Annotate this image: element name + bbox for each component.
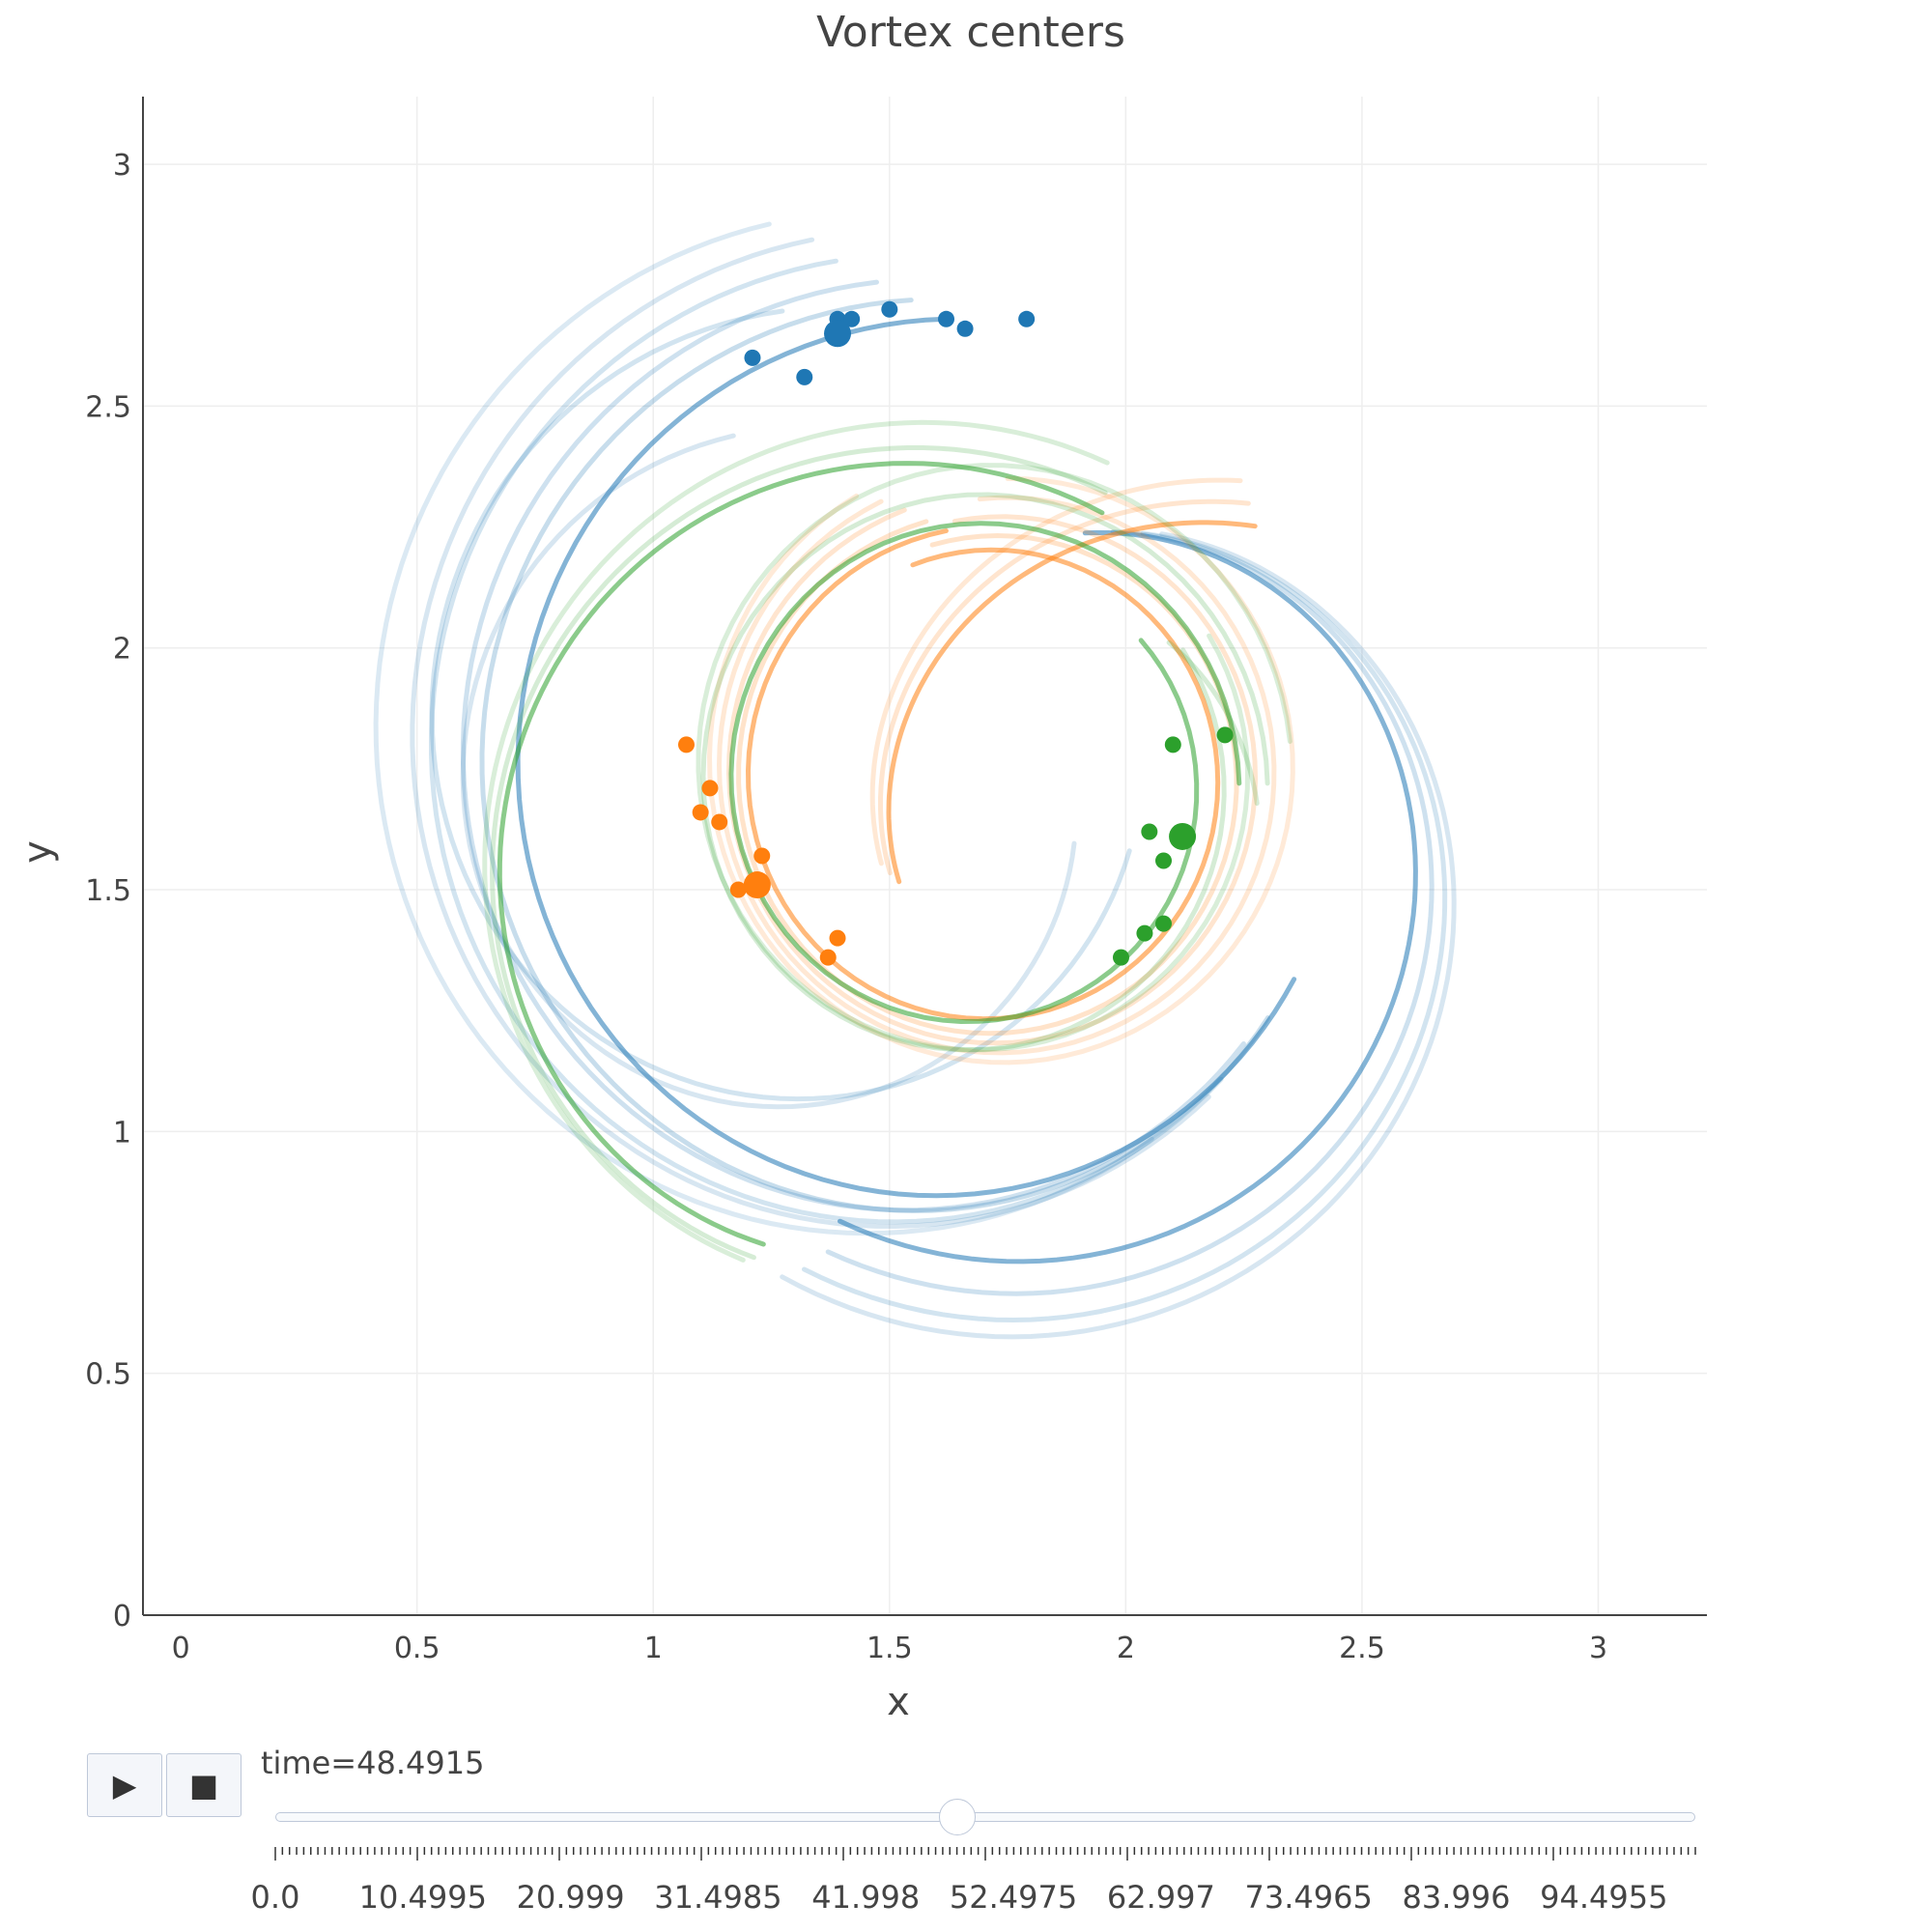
series-1-trail	[716, 495, 1277, 1056]
series-0-trail	[838, 529, 1418, 1264]
time-value: 48.4915	[356, 1745, 485, 1781]
series-1-point	[819, 949, 837, 966]
series-2-point	[1155, 915, 1173, 932]
series-0-point	[744, 349, 761, 366]
y-tick-label: 0	[113, 1600, 131, 1634]
x-tick-label: 1	[644, 1632, 663, 1665]
slider-step-label[interactable]: 52.4975	[949, 1879, 1078, 1916]
series-0-point	[881, 300, 898, 318]
series-1-trail	[706, 476, 1295, 1065]
x-tick-label: 0.5	[394, 1632, 440, 1665]
x-tick-label: 3	[1589, 1632, 1607, 1665]
series-1-point	[753, 847, 771, 865]
slider-step-label[interactable]: 20.999	[516, 1879, 625, 1916]
slider-step-label[interactable]: 73.4965	[1244, 1879, 1373, 1916]
series-1-current-point	[743, 871, 771, 899]
series-1-point	[701, 780, 719, 797]
y-axis-title: y	[15, 840, 60, 864]
x-tick-label: 0	[172, 1632, 190, 1665]
vortex-points	[677, 300, 1234, 966]
series-0-point	[956, 320, 974, 337]
series-1-trail	[878, 498, 1251, 876]
series-0-trail	[802, 530, 1448, 1323]
current-time-label: time=48.4915	[261, 1745, 484, 1781]
series-1-point	[677, 736, 695, 753]
y-tick-label: 0.5	[85, 1358, 131, 1392]
x-tick-label: 2.5	[1339, 1632, 1385, 1665]
slider-step-label[interactable]: 41.998	[811, 1879, 921, 1916]
series-0-trail	[410, 237, 1211, 1230]
time-prefix: time=	[261, 1745, 357, 1781]
series-0-trail	[429, 308, 1132, 1102]
series-2-trail	[482, 419, 1110, 1263]
y-tick-label: 2	[113, 633, 131, 667]
series-2-point	[1136, 924, 1153, 942]
series-1-trail	[725, 507, 1259, 1046]
series-0-point	[938, 310, 955, 327]
slider-step-label[interactable]: 10.4995	[358, 1879, 487, 1916]
y-tick-label: 2.5	[85, 390, 131, 424]
series-1-trail	[745, 528, 1221, 1022]
series-0-point	[796, 368, 813, 385]
series-2-trail	[497, 461, 1105, 1247]
series-2-point	[1216, 726, 1234, 744]
series-1-point	[692, 804, 709, 821]
series-1-point	[729, 881, 747, 898]
series-2-point	[1112, 949, 1129, 966]
series-0-point	[1018, 310, 1036, 327]
x-tick-label: 2	[1117, 1632, 1135, 1665]
axes: 0 0.5 1 1.5 2 2.5 3 0 0.5 1 1.5 2 2.5 3	[85, 97, 1707, 1665]
slider-step-label[interactable]: 31.4985	[654, 1879, 782, 1916]
x-tick-label: 1.5	[867, 1632, 913, 1665]
play-button[interactable]: ▶	[87, 1753, 162, 1817]
series-0-trail	[429, 258, 1224, 1225]
stop-button[interactable]: ■	[166, 1753, 242, 1817]
series-2-point	[1141, 823, 1158, 840]
series-0-trail	[825, 529, 1435, 1296]
series-2-point	[1164, 736, 1181, 753]
series-0-trail	[460, 279, 1246, 1213]
series-0-trail	[515, 316, 1297, 1199]
series-2-trail	[728, 521, 1242, 1025]
series-0-trail	[373, 221, 1154, 1236]
series-2-point	[1155, 852, 1173, 869]
series-2-trail	[696, 463, 1293, 1053]
slider-step-label[interactable]: 62.997	[1106, 1879, 1215, 1916]
slider-step-label[interactable]: 94.4955	[1540, 1879, 1668, 1916]
y-tick-label: 1	[113, 1116, 131, 1150]
slider-step-label[interactable]: 0.0	[250, 1879, 300, 1916]
trajectory-trails	[373, 221, 1457, 1340]
series-2-current-point	[1169, 822, 1197, 850]
series-1-point	[829, 929, 846, 947]
time-slider-handle[interactable]	[938, 1799, 976, 1835]
series-0-trail	[479, 298, 1270, 1213]
series-0-trail	[780, 531, 1457, 1340]
series-2-trail	[700, 492, 1270, 1053]
series-2-trail	[1166, 639, 1260, 807]
y-tick-label: 3	[113, 149, 131, 183]
chart-title: Vortex centers	[816, 8, 1125, 57]
gridlines	[143, 97, 1707, 1615]
series-0-current-point	[824, 320, 852, 348]
series-0-trail	[460, 433, 1077, 1110]
series-2-trail	[489, 445, 1108, 1261]
series-1-point	[711, 813, 728, 831]
series-0-point	[843, 310, 861, 327]
series-1-trail	[886, 520, 1258, 885]
y-tick-label: 1.5	[85, 874, 131, 908]
time-slider-rail[interactable]	[275, 1812, 1695, 1822]
series-1-trail	[869, 477, 1243, 867]
slider-step-label[interactable]: 83.996	[1402, 1879, 1511, 1916]
x-axis-title: x	[887, 1680, 910, 1724]
